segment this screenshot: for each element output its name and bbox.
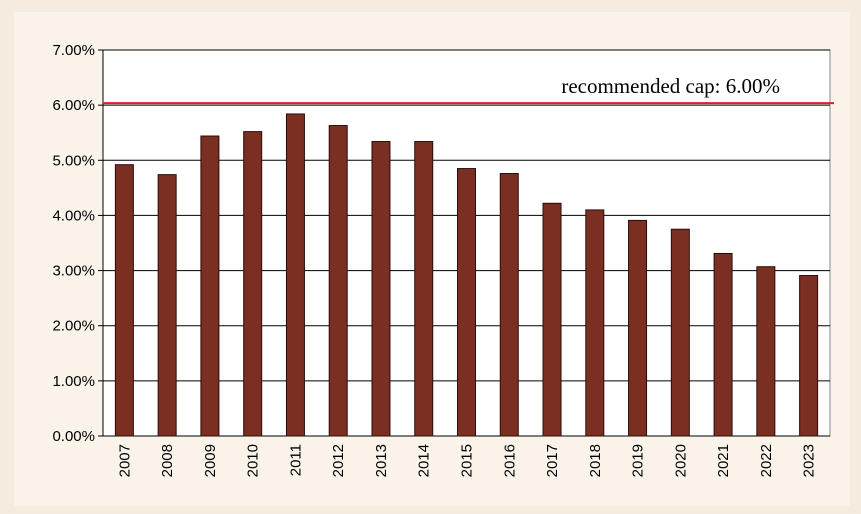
bar	[200, 135, 220, 437]
y-tick-label: 6.00%	[52, 97, 95, 114]
x-tick-label: 2015	[459, 444, 476, 477]
y-tick-label: 0.00%	[52, 428, 95, 445]
x-tick-label: 2014	[416, 444, 433, 477]
bar	[457, 168, 476, 437]
bar	[157, 174, 177, 437]
y-tick-label: 5.00%	[52, 152, 95, 169]
x-tick-label: 2018	[587, 444, 604, 477]
x-tick-label: 2011	[287, 444, 304, 476]
bar	[114, 164, 134, 437]
bar	[670, 228, 690, 437]
x-tick-label: 2009	[202, 444, 219, 477]
x-tick-label: 2017	[544, 444, 561, 477]
bar	[756, 266, 776, 437]
x-tick-label: 2012	[330, 444, 347, 477]
x-tick-label: 2023	[801, 444, 818, 477]
x-tick-label: 2019	[630, 444, 647, 477]
x-tick-label: 2007	[116, 444, 133, 477]
y-tick-label: 7.00%	[52, 42, 95, 59]
annotation: recommended cap: 6.00%	[561, 74, 780, 98]
x-tick-label: 2021	[715, 444, 732, 477]
y-tick-label: 2.00%	[52, 318, 95, 335]
x-tick-label: 2020	[672, 444, 689, 477]
x-tick-label: 2013	[373, 444, 390, 477]
x-tick-label: 2010	[245, 444, 262, 477]
bar	[628, 219, 648, 437]
y-tick-label: 3.00%	[52, 263, 95, 280]
bar	[414, 141, 434, 437]
bar	[285, 113, 305, 437]
bar	[328, 125, 348, 437]
bar	[243, 131, 263, 437]
bar	[713, 252, 733, 437]
bar	[499, 173, 519, 437]
y-tick-label: 1.00%	[52, 373, 95, 390]
x-tick-label: 2016	[501, 444, 518, 477]
bar	[371, 141, 391, 437]
x-tick-label: 2022	[758, 444, 775, 477]
x-tick-label: 2008	[159, 444, 176, 477]
bar	[542, 202, 562, 437]
bar	[585, 209, 605, 437]
bar	[799, 275, 819, 437]
y-tick-label: 4.00%	[52, 207, 95, 224]
